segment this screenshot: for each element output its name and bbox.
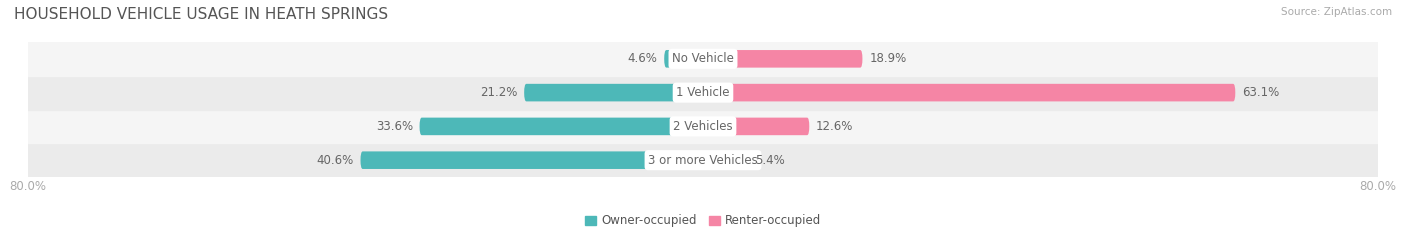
Text: 33.6%: 33.6% [375, 120, 413, 133]
FancyBboxPatch shape [524, 84, 703, 101]
FancyBboxPatch shape [703, 151, 748, 169]
FancyBboxPatch shape [664, 50, 703, 68]
Text: 12.6%: 12.6% [815, 120, 853, 133]
Text: 5.4%: 5.4% [755, 154, 785, 167]
Text: 3 or more Vehicles: 3 or more Vehicles [648, 154, 758, 167]
Legend: Owner-occupied, Renter-occupied: Owner-occupied, Renter-occupied [579, 209, 827, 232]
Text: 63.1%: 63.1% [1241, 86, 1279, 99]
Bar [28, 42, 1378, 76]
Text: No Vehicle: No Vehicle [672, 52, 734, 65]
FancyBboxPatch shape [703, 118, 810, 135]
Text: 40.6%: 40.6% [316, 154, 354, 167]
Bar [28, 76, 1378, 110]
Text: 1 Vehicle: 1 Vehicle [676, 86, 730, 99]
Text: Source: ZipAtlas.com: Source: ZipAtlas.com [1281, 7, 1392, 17]
Text: HOUSEHOLD VEHICLE USAGE IN HEATH SPRINGS: HOUSEHOLD VEHICLE USAGE IN HEATH SPRINGS [14, 7, 388, 22]
FancyBboxPatch shape [360, 151, 703, 169]
Bar [28, 143, 1378, 177]
Text: 21.2%: 21.2% [479, 86, 517, 99]
Text: 18.9%: 18.9% [869, 52, 907, 65]
Bar [28, 110, 1378, 143]
FancyBboxPatch shape [703, 84, 1236, 101]
FancyBboxPatch shape [703, 50, 862, 68]
Text: 2 Vehicles: 2 Vehicles [673, 120, 733, 133]
Text: 4.6%: 4.6% [627, 52, 658, 65]
FancyBboxPatch shape [419, 118, 703, 135]
